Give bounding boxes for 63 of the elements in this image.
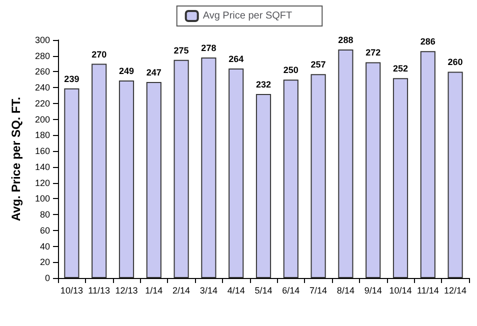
bar — [118, 80, 134, 278]
y-tick-label: 100 — [34, 194, 50, 204]
x-tick-label: 1/14 — [145, 286, 163, 296]
bar — [420, 51, 436, 278]
y-axis-title: Avg. Price per SQ. FT. — [9, 96, 23, 222]
x-tick-label: 5/14 — [254, 286, 272, 296]
bar — [256, 94, 272, 278]
data-label: 286 — [420, 36, 436, 47]
y-tick-label: 300 — [34, 35, 50, 45]
y-tick-label: 260 — [34, 66, 50, 77]
x-tick-label: 6/14 — [282, 286, 300, 296]
data-label: 239 — [64, 74, 80, 84]
bar — [283, 80, 298, 278]
y-tick-label: 160 — [34, 146, 50, 156]
y-tick-label: 140 — [34, 162, 50, 172]
x-tick-label: 9/14 — [364, 286, 382, 296]
y-tick-label: 40 — [40, 241, 50, 252]
data-label: 264 — [228, 54, 244, 64]
bar — [146, 82, 162, 278]
bar — [228, 68, 244, 278]
data-label: 249 — [118, 66, 134, 76]
x-tick-label: 11/13 — [88, 286, 110, 296]
y-tick-label: 80 — [40, 210, 50, 220]
x-tick-label: 2/14 — [172, 286, 190, 296]
data-label: 275 — [174, 45, 189, 56]
bar — [174, 60, 189, 278]
bar — [64, 88, 80, 278]
x-tick-label: 7/14 — [310, 286, 328, 296]
bar — [366, 62, 381, 278]
bar — [201, 57, 216, 278]
y-tick-label: 280 — [34, 50, 50, 61]
data-label: 257 — [310, 60, 326, 70]
y-tick-label: 180 — [34, 130, 50, 140]
x-tick-label: 11/14 — [416, 286, 439, 296]
data-label: 247 — [146, 68, 162, 78]
data-label: 232 — [256, 79, 272, 90]
x-tick-label: 8/14 — [336, 286, 354, 296]
legend-label: Avg Price per SQFT — [202, 10, 292, 22]
x-tick-label: 12/14 — [444, 286, 467, 296]
y-tick-label: 120 — [34, 178, 50, 188]
x-tick-label: 12/13 — [115, 286, 138, 296]
data-label: 288 — [338, 35, 354, 46]
data-label: 272 — [366, 48, 381, 58]
data-label: 270 — [92, 49, 107, 60]
y-tick-label: 220 — [34, 98, 50, 108]
x-tick-label: 10/13 — [60, 286, 83, 296]
data-label: 260 — [448, 57, 463, 68]
data-label: 278 — [201, 42, 216, 53]
data-label: 252 — [392, 64, 408, 74]
y-tick-label: 0 — [44, 273, 50, 283]
y-tick-label: 200 — [34, 114, 50, 124]
y-tick-label: 60 — [40, 225, 50, 236]
bar — [310, 74, 326, 278]
bar — [392, 78, 408, 278]
x-tick-label: 3/14 — [200, 286, 218, 296]
bar — [338, 50, 354, 278]
x-tick-label: 10/14 — [389, 286, 412, 296]
x-tick-label: 4/14 — [227, 286, 245, 296]
data-label: 250 — [283, 65, 298, 76]
bar — [92, 64, 107, 278]
y-tick-label: 20 — [40, 257, 50, 268]
y-tick-label: 240 — [34, 82, 50, 93]
bar — [448, 72, 463, 278]
